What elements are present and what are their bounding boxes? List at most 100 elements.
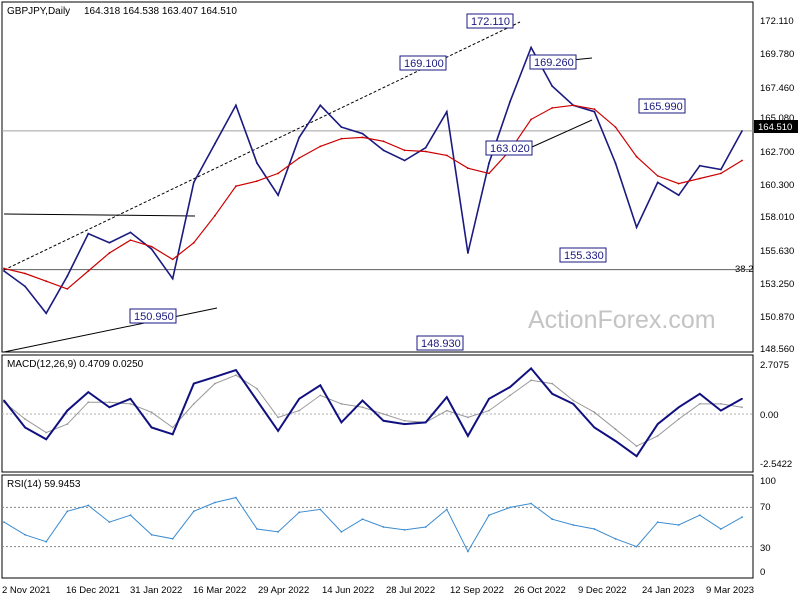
- svg-text:148.930: 148.930: [421, 338, 461, 350]
- price-line-point: [319, 104, 322, 107]
- moving-average-line-point: [424, 150, 427, 153]
- moving-average-line-point: [361, 136, 364, 139]
- price-line-point: [530, 46, 532, 49]
- moving-average-line-point: [551, 107, 554, 109]
- macd-line-point: [277, 430, 279, 432]
- moving-average-line-point: [87, 270, 90, 272]
- price-line-point: [256, 162, 258, 165]
- macd-line-point: [340, 421, 343, 424]
- price-line-point: [720, 168, 722, 171]
- rsi-line-point: [66, 510, 69, 513]
- rsi-tick: 100: [760, 476, 776, 487]
- macd-line-point: [488, 397, 490, 400]
- macd-tick: -2.5422: [760, 459, 792, 470]
- rsi-line-point: [656, 521, 659, 523]
- price-line-point: [45, 312, 48, 315]
- rsi-line-point: [677, 524, 680, 526]
- rsi-panel-title: RSI(14) 59.9453: [7, 479, 81, 490]
- macd-signal-line-point: [298, 409, 301, 412]
- macd-signal-line-point: [171, 426, 174, 429]
- price-line-point: [741, 130, 743, 132]
- price-line-point: [382, 149, 385, 152]
- macd-line-point: [551, 392, 554, 395]
- macd-signal-line-point: [87, 401, 90, 404]
- macd-line-point: [572, 403, 575, 405]
- x-tick: 12 Sep 2022: [450, 585, 504, 596]
- rsi-line-point: [741, 516, 743, 519]
- price-line-point: [340, 126, 343, 128]
- rsi-line-point: [171, 537, 174, 540]
- x-tick: 9 Dec 2022: [578, 585, 627, 596]
- callout-169-100: 169.100: [399, 55, 447, 71]
- rsi-line-point: [698, 514, 701, 517]
- rsi-line-point: [445, 508, 448, 511]
- moving-average-line-point: [635, 155, 638, 158]
- macd-signal-line-point: [129, 403, 132, 405]
- price-line-point: [192, 181, 195, 184]
- macd-signal-line-point: [235, 374, 237, 377]
- rsi-line-point: [319, 508, 322, 511]
- rsi-line-point: [593, 528, 596, 530]
- moving-average-line-point: [192, 241, 195, 244]
- svg-text:155.330: 155.330: [564, 250, 604, 262]
- rsi-line: [3, 497, 743, 553]
- price-line-point: [3, 270, 5, 272]
- macd-signal-line-point: [656, 435, 659, 437]
- callouts: 172.110 169.100 169.260 165.990 163.020 …: [129, 13, 686, 351]
- callout-169-260: 169.260: [529, 54, 577, 70]
- macd-line-point: [298, 397, 301, 400]
- callout-172-110: 172.110: [466, 13, 514, 29]
- macd-line-point: [403, 423, 406, 425]
- price-line-point: [614, 162, 617, 165]
- svg-text:163.020: 163.020: [490, 143, 530, 155]
- macd-line-point: [87, 391, 90, 393]
- macd-signal-line-point: [614, 428, 617, 431]
- horizontal-resistance-line: [3, 213, 196, 217]
- rsi-line-point: [277, 531, 279, 533]
- price-tick: 148.560: [760, 344, 794, 355]
- moving-average-line-point: [593, 108, 596, 111]
- macd-line-point: [635, 455, 638, 458]
- rsi-line-point: [530, 502, 532, 505]
- price-tick: 169.780: [760, 49, 794, 60]
- callout-148-930: 148.930: [416, 335, 464, 351]
- macd-signal-line-point: [467, 416, 469, 419]
- macd-signal-line-point: [551, 382, 554, 385]
- rsi-line-point: [424, 526, 427, 528]
- macd-line-point: [593, 426, 596, 429]
- watermark: ActionForex.com: [528, 306, 716, 334]
- macd-signal-line-point: [488, 409, 490, 412]
- price-tick: 162.700: [760, 147, 794, 158]
- x-tick: 31 Jan 2022: [130, 585, 182, 596]
- callout-155-330: 155.330: [559, 247, 607, 263]
- x-axis: 2 Nov 2021 16 Dec 2021 31 Jan 2022 16 Ma…: [2, 585, 754, 596]
- macd-signal-line-point: [361, 406, 364, 409]
- moving-average-line-point: [319, 145, 322, 148]
- price-tick: 153.250: [760, 279, 794, 290]
- moving-average-line-point: [66, 288, 69, 290]
- moving-average-line-point: [488, 172, 490, 175]
- rsi-line-point: [551, 518, 554, 521]
- price-line-point: [24, 285, 26, 288]
- macd-line-point: [256, 399, 258, 402]
- moving-average-line-point: [741, 159, 743, 162]
- x-tick: 16 Mar 2022: [193, 585, 246, 596]
- macd-signal-line-point: [24, 418, 26, 420]
- macd-signal-line-point: [192, 403, 195, 405]
- macd-line-point: [614, 440, 617, 442]
- macd-signal-line-point: [319, 394, 322, 397]
- rsi-line-point: [488, 514, 490, 517]
- macd-line-point: [319, 384, 322, 387]
- rsi-line-point: [214, 501, 216, 504]
- macd-signal-line-point: [403, 419, 406, 422]
- macd-line-point: [530, 367, 532, 370]
- macd-signal-line-point: [677, 418, 680, 420]
- x-tick: 26 Oct 2022: [514, 585, 566, 596]
- moving-average-line-point: [677, 182, 680, 185]
- price-tick: 160.300: [760, 180, 794, 191]
- price-line-point: [298, 136, 301, 139]
- macd-line-point: [361, 399, 364, 402]
- price-line-point: [403, 159, 406, 162]
- x-tick: 29 Apr 2022: [258, 585, 309, 596]
